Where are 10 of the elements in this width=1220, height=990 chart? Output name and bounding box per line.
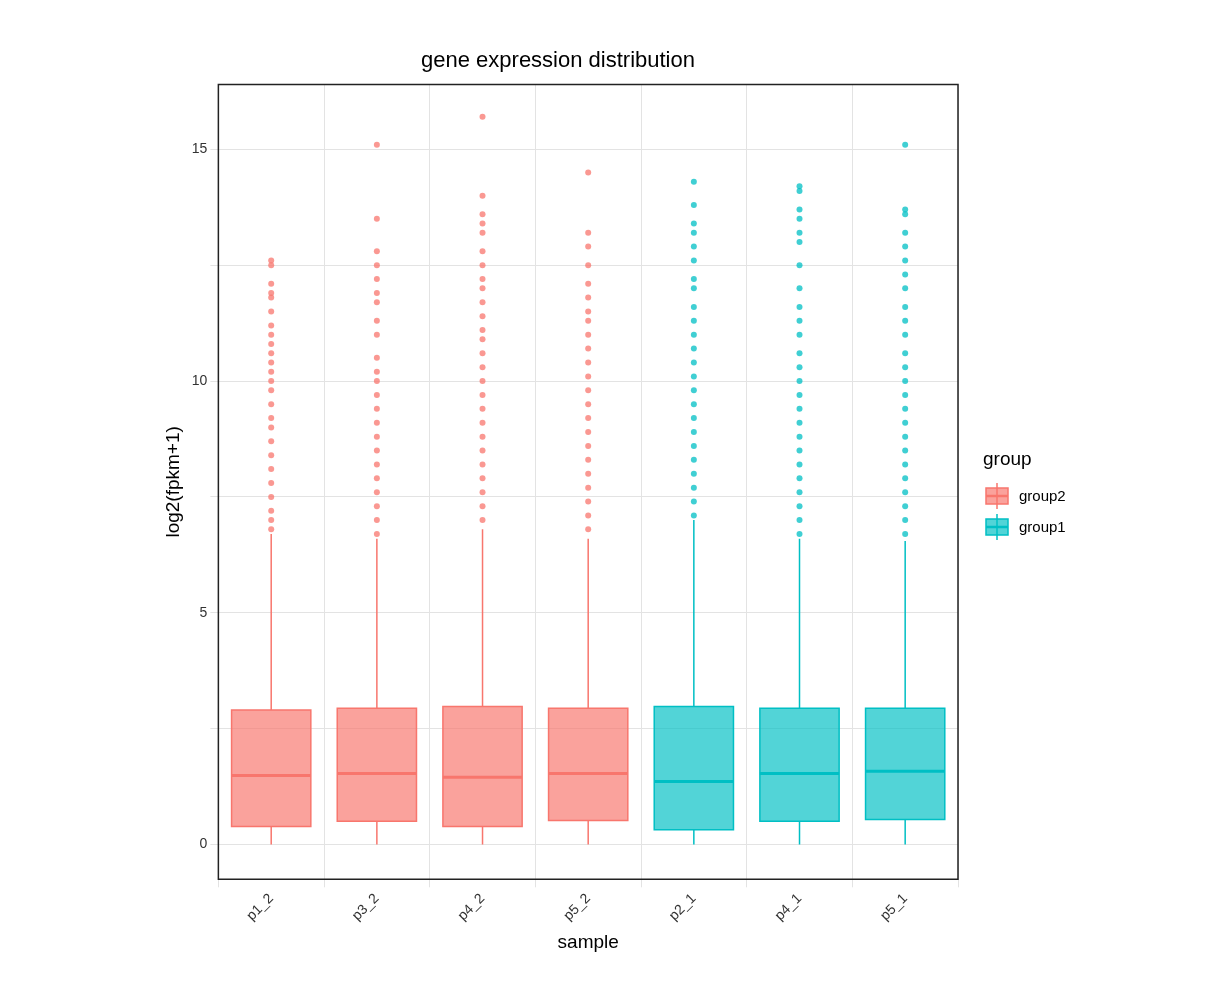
y-axis-title: log2(fpkm+1) xyxy=(161,426,183,538)
y-tick-label: 15 xyxy=(191,140,208,157)
y-tick-label: 5 xyxy=(199,603,208,620)
y-tick-label: 0 xyxy=(199,835,208,852)
legend-label: group1 xyxy=(1019,518,1066,535)
chart-title: gene expression distribution xyxy=(421,47,695,73)
legend-label: group2 xyxy=(1019,487,1066,504)
legend-title: group xyxy=(983,448,1033,470)
y-tick-label: 10 xyxy=(191,371,208,388)
x-axis-title: sample xyxy=(557,930,619,952)
